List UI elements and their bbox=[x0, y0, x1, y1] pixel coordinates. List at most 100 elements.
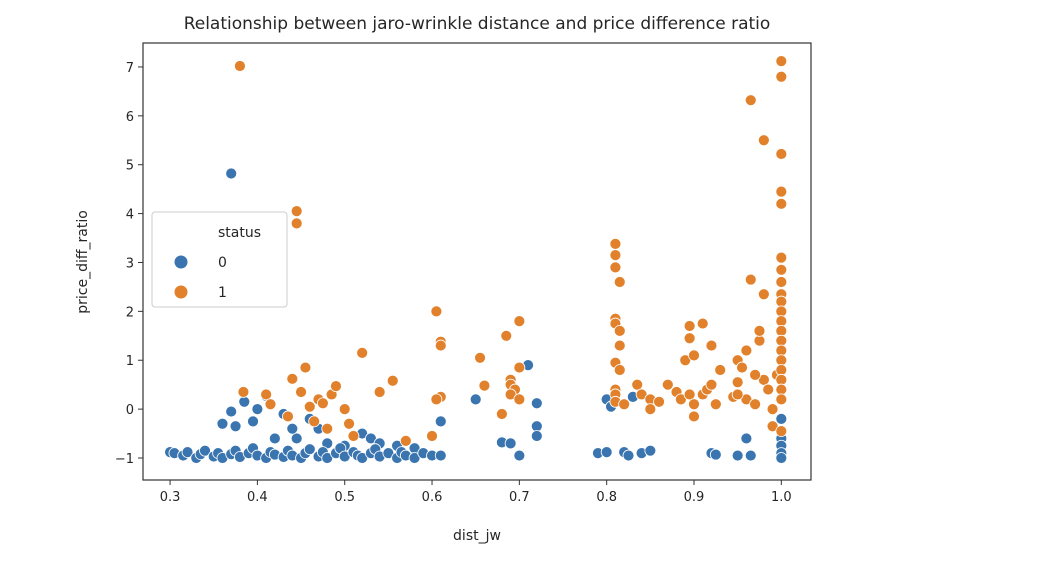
point-status-1 bbox=[644, 403, 657, 416]
point-status-1 bbox=[631, 378, 644, 391]
x-tick-label: 0.8 bbox=[596, 490, 617, 505]
point-status-1 bbox=[753, 325, 766, 337]
point-status-1 bbox=[775, 263, 788, 276]
point-status-1 bbox=[688, 349, 700, 362]
x-axis-label: dist_jw bbox=[453, 528, 501, 544]
point-status-1 bbox=[709, 398, 722, 411]
point-status-1 bbox=[347, 430, 360, 442]
x-axis: 0.3 0.4 0.5 0.6 0.7 0.8 0.9 1.0 bbox=[160, 480, 792, 505]
point-status-1 bbox=[478, 379, 491, 392]
point-status-1 bbox=[731, 388, 744, 401]
point-status-1 bbox=[513, 393, 526, 406]
point-status-1 bbox=[661, 378, 674, 391]
y-tick-label: 6 bbox=[126, 110, 134, 125]
point-status-1 bbox=[775, 70, 788, 83]
point-status-0 bbox=[530, 430, 543, 442]
y-tick-label: 1 bbox=[126, 354, 134, 369]
point-status-1 bbox=[749, 369, 762, 381]
point-status-1 bbox=[775, 185, 788, 198]
point-status-1 bbox=[775, 315, 788, 328]
point-status-0 bbox=[644, 444, 657, 457]
point-status-1 bbox=[290, 217, 303, 230]
point-status-1 bbox=[775, 334, 788, 347]
point-status-1 bbox=[303, 400, 316, 413]
legend-marker-0 bbox=[174, 255, 188, 269]
point-status-1 bbox=[260, 388, 273, 401]
point-status-1 bbox=[705, 378, 718, 391]
point-status-0 bbox=[268, 432, 281, 445]
point-status-0 bbox=[530, 420, 543, 433]
y-tick-label: 7 bbox=[126, 61, 134, 76]
point-status-1 bbox=[426, 430, 438, 442]
point-status-1 bbox=[749, 398, 762, 411]
point-status-0 bbox=[290, 432, 303, 445]
point-status-1 bbox=[290, 205, 303, 218]
point-status-1 bbox=[740, 344, 753, 357]
point-status-1 bbox=[775, 393, 788, 406]
point-status-0 bbox=[740, 432, 753, 445]
y-tick-label: 5 bbox=[126, 159, 134, 174]
point-status-1 bbox=[299, 361, 312, 374]
legend: status 0 1 bbox=[151, 211, 288, 308]
point-status-0 bbox=[622, 449, 635, 462]
point-status-0 bbox=[775, 452, 788, 464]
point-status-1 bbox=[237, 386, 250, 398]
point-status-1 bbox=[683, 388, 696, 401]
point-status-1 bbox=[286, 372, 299, 385]
point-status-1 bbox=[775, 354, 788, 367]
point-status-0 bbox=[216, 417, 229, 430]
point-status-1 bbox=[386, 374, 399, 387]
point-status-0 bbox=[225, 167, 238, 180]
legend-label-0: 0 bbox=[218, 255, 227, 271]
point-status-1 bbox=[356, 347, 369, 359]
point-status-0 bbox=[199, 444, 211, 457]
point-status-1 bbox=[474, 351, 486, 364]
point-status-1 bbox=[434, 339, 447, 352]
point-status-0 bbox=[247, 415, 259, 428]
point-status-1 bbox=[736, 361, 748, 374]
point-status-1 bbox=[430, 393, 443, 406]
y-axis-label: price_diff_ratio bbox=[75, 210, 91, 314]
point-status-1 bbox=[373, 386, 386, 398]
point-status-1 bbox=[609, 249, 622, 262]
point-status-1 bbox=[775, 276, 788, 288]
y-tick-label: 2 bbox=[126, 305, 134, 320]
point-status-1 bbox=[766, 403, 779, 416]
point-status-1 bbox=[513, 361, 526, 374]
point-status-1 bbox=[618, 398, 631, 411]
point-status-1 bbox=[775, 251, 788, 264]
point-status-1 bbox=[705, 339, 718, 352]
point-status-0 bbox=[469, 393, 482, 406]
point-status-1 bbox=[308, 415, 321, 428]
point-status-0 bbox=[251, 403, 264, 416]
point-status-1 bbox=[688, 398, 700, 411]
point-status-0 bbox=[530, 397, 543, 410]
point-status-0 bbox=[709, 448, 722, 461]
x-tick-label: 0.5 bbox=[334, 490, 355, 505]
point-status-1 bbox=[683, 332, 696, 345]
point-status-1 bbox=[775, 148, 788, 160]
point-status-1 bbox=[775, 425, 788, 438]
x-tick-label: 0.7 bbox=[509, 490, 530, 505]
point-status-1 bbox=[696, 317, 709, 330]
point-status-0 bbox=[303, 443, 316, 456]
point-status-0 bbox=[229, 420, 242, 433]
y-tick-label: −1 bbox=[115, 452, 134, 467]
point-status-1 bbox=[513, 315, 526, 328]
point-status-1 bbox=[430, 305, 443, 318]
legend-title: status bbox=[218, 225, 261, 241]
point-status-1 bbox=[775, 55, 788, 67]
point-status-0 bbox=[744, 449, 757, 462]
point-status-1 bbox=[613, 276, 626, 288]
legend-label-1: 1 bbox=[218, 285, 227, 301]
point-status-0 bbox=[731, 449, 744, 462]
points-layer bbox=[164, 55, 788, 464]
y-axis: −1 0 1 2 3 4 5 6 7 bbox=[115, 61, 143, 467]
point-status-0 bbox=[181, 446, 194, 459]
point-status-1 bbox=[321, 422, 334, 435]
point-status-1 bbox=[653, 395, 665, 408]
point-status-0 bbox=[513, 449, 526, 462]
point-status-0 bbox=[238, 395, 251, 408]
point-status-0 bbox=[775, 412, 788, 425]
point-status-1 bbox=[609, 238, 622, 250]
